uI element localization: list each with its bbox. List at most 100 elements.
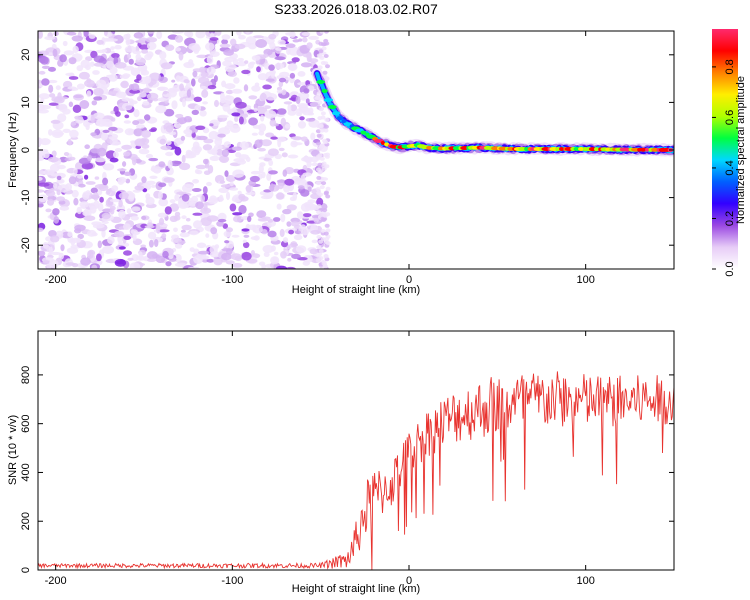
noise-blob [90, 114, 95, 124]
noise-blob [110, 46, 115, 50]
noise-blob [323, 128, 329, 133]
noise-blob [90, 187, 98, 194]
noise-blob [217, 212, 227, 221]
noise-blob [244, 60, 249, 64]
noise-blob [254, 139, 263, 148]
noise-blob [179, 203, 190, 208]
noise-blob [172, 31, 184, 34]
noise-blob [253, 107, 258, 112]
noise-blob [316, 53, 322, 58]
colorbar-tick-label: 0.2 [724, 211, 736, 226]
noise-blob [140, 69, 150, 76]
noise-blob [42, 260, 50, 264]
noise-blob [252, 35, 264, 39]
colorbar-tick-label: 0.6 [724, 110, 736, 125]
snr-y-tick-label: 200 [20, 512, 32, 530]
noise-blob [255, 39, 267, 48]
noise-blob [134, 138, 146, 147]
noise-blob [318, 49, 324, 54]
noise-blob [202, 144, 213, 151]
noise-blob [96, 39, 104, 45]
noise-blob [241, 228, 250, 232]
noise-blob [125, 178, 131, 184]
noise-blob [187, 266, 200, 269]
noise-blob [247, 62, 254, 69]
noise-blob [225, 191, 231, 201]
noise-blob [189, 230, 199, 236]
noise-blob [162, 250, 169, 259]
noise-blob [248, 95, 258, 100]
noise-blob [268, 64, 275, 71]
noise-blob [281, 91, 286, 96]
noise-blob [269, 42, 276, 50]
noise-blob [66, 31, 77, 36]
noise-blob [69, 129, 79, 138]
noise-blob [130, 215, 139, 221]
noise-blob [182, 98, 186, 108]
snr-x-tick-label: 100 [576, 575, 594, 587]
noise-blob [102, 163, 115, 171]
noise-blob [169, 203, 180, 212]
noise-blob [127, 257, 134, 261]
noise-blob [291, 57, 300, 63]
noise-blob [52, 48, 58, 58]
noise-blob [77, 174, 83, 179]
noise-blob [138, 251, 143, 261]
noise-blob [158, 198, 169, 207]
spectrogram-x-tick-label: 0 [406, 274, 412, 286]
noise-blob [163, 91, 168, 95]
noise-blob [224, 125, 231, 130]
noise-blob [183, 129, 193, 135]
noise-blob [248, 212, 254, 218]
noise-blob [68, 57, 77, 65]
noise-blob [154, 239, 159, 247]
noise-blob [224, 170, 229, 178]
noise-blob [88, 202, 100, 210]
noise-blob [252, 224, 257, 233]
noise-blob [267, 218, 274, 223]
noise-blob [141, 130, 152, 138]
noise-blob [207, 85, 217, 90]
noise-blob [163, 177, 175, 183]
noise-blob [68, 76, 79, 80]
noise-blob [159, 138, 166, 145]
noise-blob [291, 253, 301, 259]
noise-blob [202, 101, 209, 105]
signal-hotspot [639, 147, 647, 152]
noise-blob [222, 103, 231, 112]
noise-blob [41, 65, 50, 70]
noise-blob [70, 121, 77, 126]
noise-blob [265, 93, 277, 101]
spectrogram-x-ticks: -200 -100 0 100 [45, 31, 595, 286]
noise-blob [219, 194, 224, 202]
noise-blob [307, 199, 316, 204]
noise-blob [50, 235, 60, 243]
noise-blob [186, 89, 192, 98]
noise-blob [90, 132, 97, 137]
noise-blob [53, 96, 65, 104]
noise-blob [238, 204, 247, 214]
noise-blob [194, 104, 202, 112]
noise-blob [245, 185, 252, 193]
noise-blob [39, 138, 51, 146]
signal-hotspot [360, 130, 367, 135]
noise-blob [249, 175, 260, 183]
noise-blob [225, 260, 235, 265]
noise-blob [93, 62, 105, 67]
noise-blob [229, 181, 234, 187]
noise-blob [118, 209, 126, 219]
noise-blob [85, 64, 91, 71]
noise-blob [179, 83, 185, 92]
noise-blob [229, 124, 241, 133]
noise-blob [114, 44, 122, 50]
noise-blob [290, 136, 303, 140]
noise-blob [282, 237, 289, 243]
noise-blob [208, 130, 219, 140]
noise-blob [202, 186, 208, 195]
colorbar-gradient [712, 29, 738, 269]
noise-blob [164, 206, 172, 215]
noise-blob [118, 246, 126, 250]
noise-blob [136, 74, 142, 81]
noise-blob [48, 66, 56, 72]
noise-blob [243, 241, 250, 249]
